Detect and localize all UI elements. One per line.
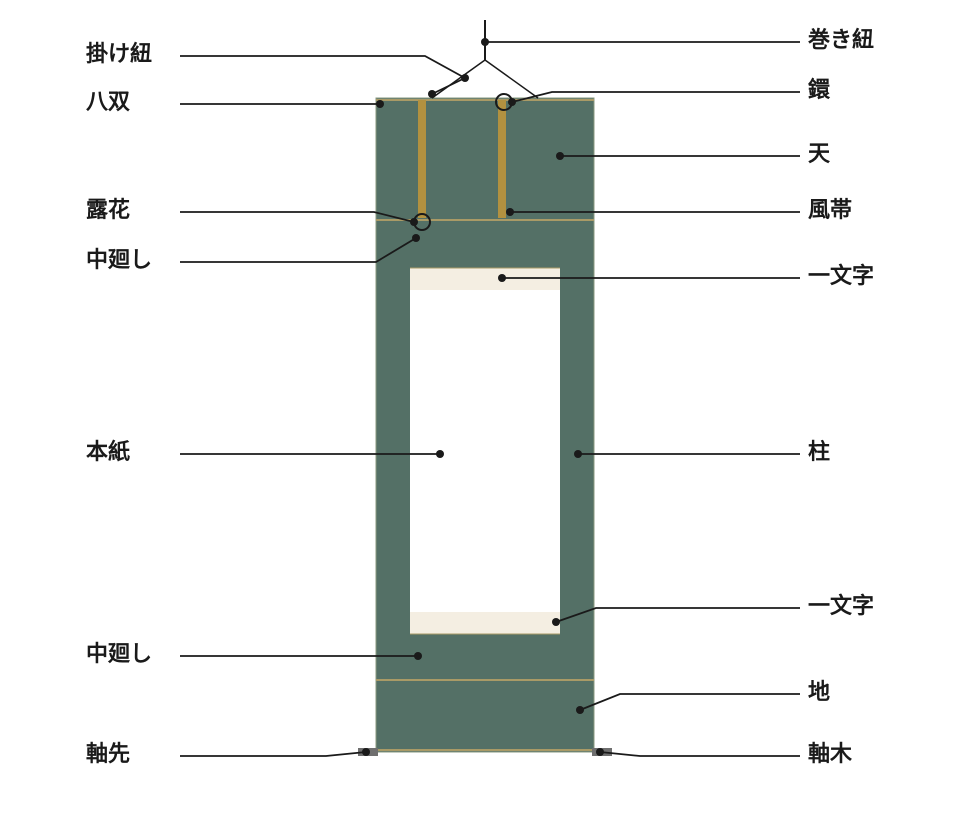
ichimonji-top bbox=[410, 268, 560, 290]
label-jikugi: 軸木 bbox=[808, 743, 852, 765]
label-ichimonji1: 一文字 bbox=[808, 265, 874, 287]
leader-dot-honshi bbox=[436, 450, 444, 458]
futai-0 bbox=[418, 100, 426, 218]
label-kakehimo: 掛け紐 bbox=[86, 43, 152, 65]
leader-dot-jikusaki bbox=[362, 748, 370, 756]
leader-dot-jikugi bbox=[596, 748, 604, 756]
leader-dot-chi bbox=[576, 706, 584, 714]
leader-dot-roka bbox=[410, 218, 418, 226]
leader-dot-chumawashi_top bbox=[412, 234, 420, 242]
cord-right bbox=[485, 60, 538, 98]
honshi-paper bbox=[410, 290, 560, 612]
leader-dot-hassou bbox=[376, 100, 384, 108]
label-honshi: 本紙 bbox=[86, 441, 130, 463]
label-roka: 露花 bbox=[86, 199, 130, 221]
leader-jikusaki bbox=[180, 752, 366, 756]
label-chumawashi_top: 中廻し bbox=[86, 249, 152, 271]
leader-dot-kan bbox=[508, 98, 516, 106]
leader-dot-ichimonji1 bbox=[498, 274, 506, 282]
leader-chi bbox=[580, 694, 800, 710]
label-jikusaki: 軸先 bbox=[86, 743, 130, 765]
label-ten: 天 bbox=[808, 143, 830, 165]
leader-dot-chumawashi_bot bbox=[414, 652, 422, 660]
leader-dot-hashira bbox=[574, 450, 582, 458]
leader-jikugi bbox=[600, 752, 800, 756]
leader-kakehimo bbox=[180, 56, 465, 78]
label-ichimonji2: 一文字 bbox=[808, 595, 874, 617]
ichimonji-bot bbox=[410, 612, 560, 634]
label-fuutai: 風帯 bbox=[808, 199, 852, 221]
leader-dot-makihimo bbox=[481, 38, 489, 46]
label-chi: 地 bbox=[808, 681, 830, 703]
label-hassou: 八双 bbox=[86, 91, 130, 113]
futai-1 bbox=[498, 100, 506, 218]
label-chumawashi_bot: 中廻し bbox=[86, 643, 152, 665]
label-kan: 鐶 bbox=[808, 79, 830, 101]
cord-left bbox=[432, 60, 485, 98]
label-makihimo: 巻き紐 bbox=[808, 29, 874, 51]
leader-dot-fuutai bbox=[506, 208, 514, 216]
leader-dot-ichimonji2 bbox=[552, 618, 560, 626]
kakejiku-diagram: 掛け紐八双露花中廻し本紙中廻し軸先巻き紐鐶天風帯一文字柱一文字地軸木 bbox=[0, 0, 970, 820]
leader-dot-ten bbox=[556, 152, 564, 160]
label-hashira: 柱 bbox=[808, 441, 830, 463]
